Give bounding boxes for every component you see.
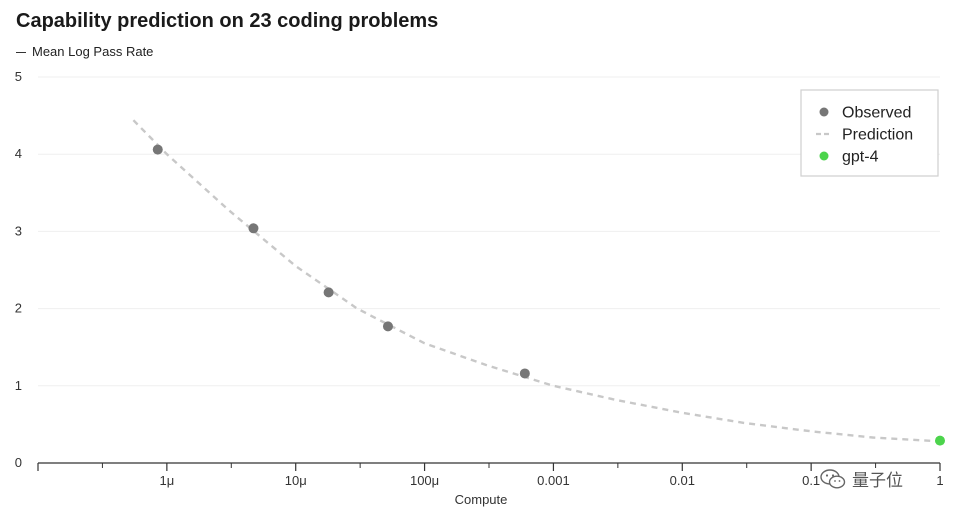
y-tick-label: 3 [15,223,22,238]
observed-point [519,368,530,379]
watermark-text: 量子位 [852,471,903,491]
legend: Observed Prediction gpt-4 [800,89,939,177]
legend-swatch-observed [819,107,829,117]
observed-point [323,287,334,298]
x-tick-label: 1 [936,473,943,488]
legend-label: gpt-4 [842,149,879,166]
y-axis-label: Mean Log Pass Rate [16,44,153,59]
x-tick-label: 10μ [285,473,307,488]
x-axis-title: Compute [455,492,508,507]
y-axis-label-text: Mean Log Pass Rate [32,44,154,59]
gpt4-point [935,435,945,446]
y-tick-label: 1 [15,378,22,393]
legend-label: Observed [842,105,911,122]
x-tick-label: 100μ [410,473,439,488]
y-tick-label: 5 [15,69,22,84]
legend-swatch-gpt4 [819,151,829,161]
y-tick-label: 0 [15,455,22,470]
legend-line-swatch [16,51,26,54]
y-tick-label: 4 [15,146,22,161]
data-series [132,119,945,446]
legend-box [800,89,939,177]
legend-label: Prediction [842,127,913,144]
grid-lines [38,76,940,387]
y-tick-label: 2 [15,301,22,316]
prediction-line [132,119,941,443]
watermark: 量子位 [820,466,903,491]
x-tick-label: 0.001 [537,473,570,488]
wechat-icon [820,468,846,489]
chart-title: Capability prediction on 23 coding probl… [16,10,439,32]
observed-point [248,223,259,234]
x-tick-label: 1μ [159,473,174,488]
observed-point [152,144,163,155]
axes: 0 1 2 3 4 5 1μ 10μ 100μ 0.001 0.01 0.1 1 [15,69,944,488]
x-tick-label: 0.1 [802,473,820,488]
observed-point [382,321,393,332]
x-tick-label: 0.01 [670,473,695,488]
